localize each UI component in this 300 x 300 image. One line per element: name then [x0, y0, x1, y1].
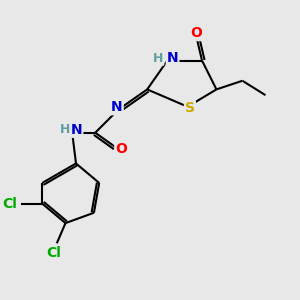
Text: S: S: [185, 101, 195, 115]
Text: Cl: Cl: [46, 246, 62, 260]
Text: O: O: [190, 26, 202, 40]
Text: H: H: [60, 123, 70, 136]
Text: N: N: [71, 123, 82, 137]
Text: N: N: [111, 100, 123, 114]
Text: H: H: [153, 52, 163, 65]
Text: Cl: Cl: [2, 196, 17, 211]
Text: N: N: [167, 51, 178, 65]
Text: O: O: [115, 142, 127, 156]
